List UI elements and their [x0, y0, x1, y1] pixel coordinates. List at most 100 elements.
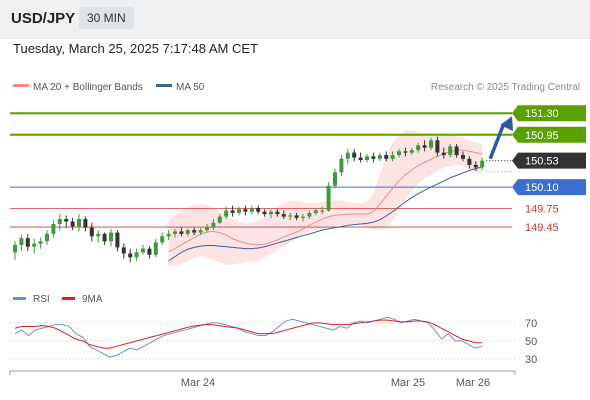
rsi-tick-label: 50	[525, 336, 537, 348]
candle-body	[102, 233, 107, 242]
candle-body	[109, 232, 113, 242]
rsi-tick-label: 70	[525, 318, 537, 330]
timestamp: Tuesday, March 25, 2025 7:17:48 AM CET	[13, 41, 258, 56]
rsi-legend-swatch	[13, 297, 26, 300]
candle-body	[416, 145, 421, 151]
candle-body	[256, 208, 261, 212]
candle-body	[461, 155, 465, 159]
candle-body	[275, 211, 280, 215]
rsi-series-rsi	[14, 316, 483, 358]
candle-body	[281, 214, 286, 217]
candle-body	[51, 224, 56, 234]
candle-body	[262, 211, 267, 215]
candle-body	[249, 208, 254, 212]
candle-body	[409, 150, 414, 153]
level-label-150.95: 150.95	[525, 130, 559, 142]
candle-body	[64, 219, 69, 222]
candle-body	[147, 248, 152, 255]
candle-body	[473, 164, 478, 168]
candle-body	[13, 244, 17, 253]
candle-body	[38, 241, 43, 244]
candle-body	[345, 152, 350, 159]
ma50-legend-label: MA 50	[176, 82, 205, 93]
candle-body	[390, 155, 395, 159]
candle-body	[45, 233, 49, 242]
candle-body	[83, 219, 88, 228]
candle-body	[454, 146, 459, 156]
ma20-legend-label: MA 20 + Bollinger Bands	[33, 82, 143, 93]
candle-body	[358, 157, 363, 160]
instrument-symbol: USD/JPY	[11, 10, 76, 27]
ma20-legend-swatch	[13, 84, 29, 87]
candle-body	[403, 151, 408, 153]
candle-body	[160, 236, 165, 243]
x-axis: Mar 24 Mar 25 Mar 26	[9, 370, 516, 389]
candle-body	[313, 210, 318, 213]
candle-body	[25, 238, 30, 247]
candle-body	[377, 155, 382, 159]
candle-body	[352, 152, 357, 158]
candle-body	[480, 160, 485, 168]
header-bar: USD/JPY 30 MIN	[0, 0, 590, 39]
rsi-tick-label: 30	[525, 354, 537, 366]
candle-body	[115, 232, 120, 248]
candle-body	[192, 230, 197, 233]
rsi-ma-legend-label: 9MA	[82, 294, 103, 305]
candle-body	[185, 230, 190, 234]
candle-body	[467, 158, 472, 165]
level-tag-150.95	[512, 126, 586, 143]
candle-body	[237, 209, 241, 213]
candle-body	[32, 243, 37, 247]
level-label-151.30: 151.30	[525, 108, 559, 120]
candle-body	[288, 215, 293, 217]
candle-body	[153, 242, 158, 255]
candle-body	[70, 221, 75, 227]
candle-body	[205, 227, 209, 231]
bollinger-band-area	[168, 130, 483, 266]
rsi-series-9ma	[14, 319, 483, 349]
candle-body	[269, 211, 273, 215]
ma20-line	[168, 149, 483, 253]
x-tick-label: Mar 24	[181, 377, 215, 389]
candle-body	[89, 227, 94, 237]
candle-body	[77, 219, 81, 227]
candle-body	[134, 252, 139, 258]
price-panel: 151.30 150.95 150.53 150.10 149.75 149.45	[10, 105, 586, 266]
candle-body	[384, 155, 389, 159]
candle-body	[141, 248, 145, 253]
rsi-panel: 70 50 30	[10, 316, 537, 366]
candle-body	[397, 151, 401, 156]
forecast-arrow-shaft	[488, 122, 506, 160]
rsi-legend-label: RSI	[33, 294, 50, 305]
candle-body	[230, 210, 235, 213]
candle-body	[96, 233, 101, 237]
ma50-line	[168, 166, 483, 262]
candle-body	[121, 247, 126, 254]
candle-body	[365, 156, 369, 160]
candle-body	[371, 156, 376, 159]
candle-body	[441, 152, 446, 156]
candle-body	[173, 231, 177, 234]
candle-body	[339, 158, 344, 173]
candle-body	[198, 230, 203, 233]
candle-body	[435, 140, 440, 153]
candle-body	[326, 185, 331, 211]
candle-body	[320, 210, 325, 212]
credit-text: Research © 2025 Trading Central	[431, 82, 580, 93]
level-tag-151.30	[512, 105, 586, 122]
candle-body	[448, 146, 453, 156]
level-label-149.75: 149.75	[525, 204, 559, 216]
candle-body	[301, 216, 305, 218]
level-label-149.45: 149.45	[525, 222, 559, 234]
level-tag-150.53	[512, 152, 586, 169]
candle-body	[217, 216, 222, 223]
level-label-150.53: 150.53	[525, 156, 559, 168]
candle-body	[211, 222, 216, 228]
candle-body	[224, 210, 229, 217]
timeframe-button[interactable]: 30 MIN	[79, 7, 134, 29]
x-tick-label: Mar 25	[391, 377, 425, 389]
candle-body	[307, 212, 312, 217]
level-tag-150.10	[512, 179, 586, 196]
